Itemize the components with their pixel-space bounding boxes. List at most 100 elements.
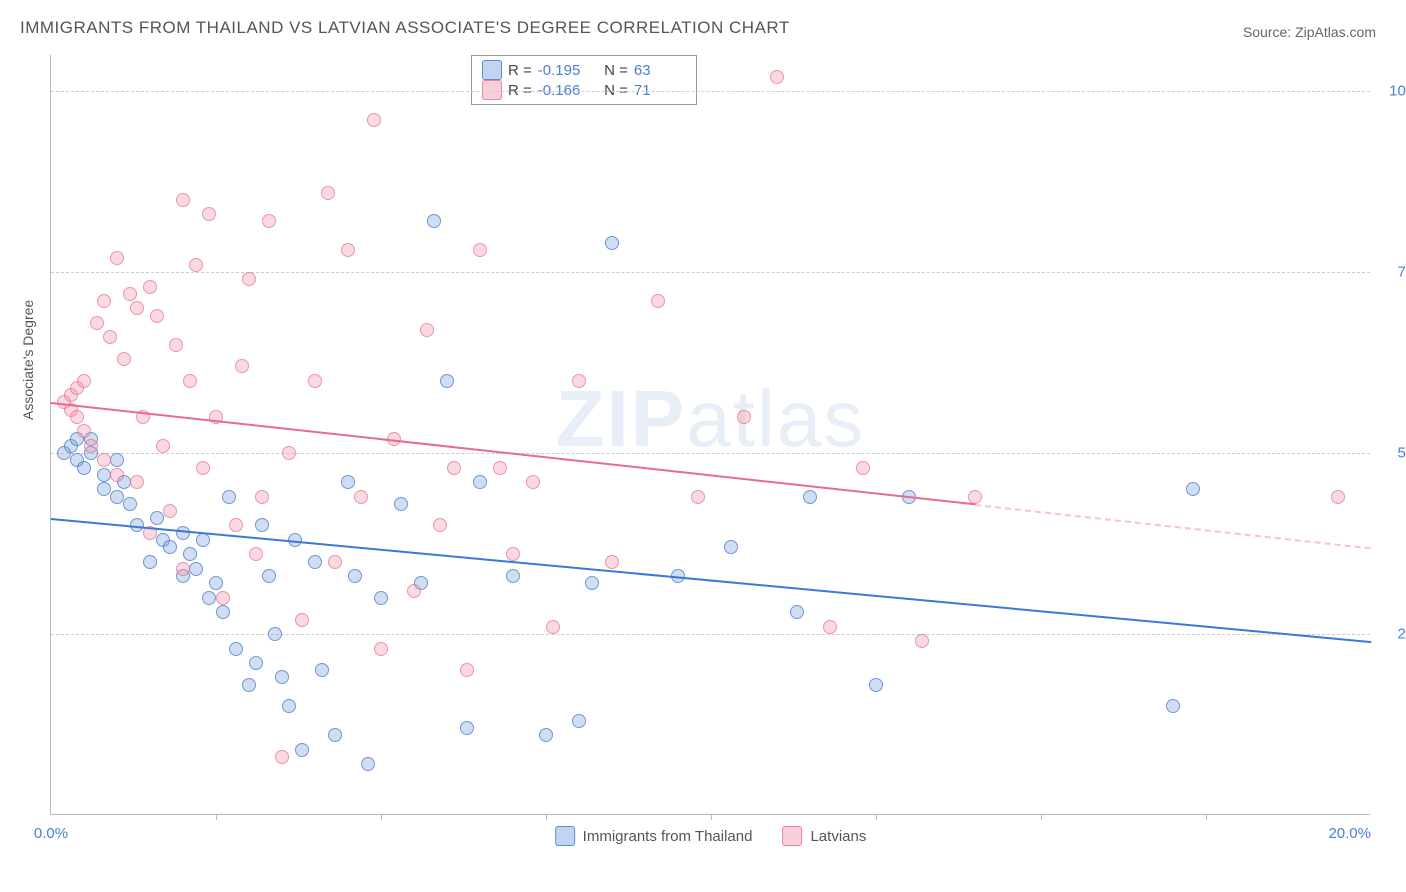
stat-r-label: R = [508, 82, 532, 99]
scatter-point [110, 453, 124, 467]
x-tick-mark [876, 814, 877, 820]
scatter-point [367, 113, 381, 127]
scatter-point [308, 374, 322, 388]
scatter-point [506, 569, 520, 583]
legend-swatch [482, 60, 502, 80]
scatter-point [103, 330, 117, 344]
scatter-point [546, 620, 560, 634]
scatter-point [229, 642, 243, 656]
scatter-point [803, 490, 817, 504]
scatter-point [361, 757, 375, 771]
scatter-point [823, 620, 837, 634]
scatter-point [420, 323, 434, 337]
scatter-point [242, 272, 256, 286]
scatter-point [97, 468, 111, 482]
scatter-point [341, 475, 355, 489]
stats-legend: R = -0.195 N = 63R = -0.166 N = 71 [471, 55, 697, 105]
scatter-point [202, 591, 216, 605]
scatter-point [374, 591, 388, 605]
source-attribution: Source: ZipAtlas.com [1243, 24, 1376, 40]
scatter-point [110, 468, 124, 482]
scatter-point [1331, 490, 1345, 504]
scatter-point [268, 627, 282, 641]
scatter-point [202, 207, 216, 221]
scatter-point [1166, 699, 1180, 713]
scatter-point [163, 540, 177, 554]
scatter-point [130, 301, 144, 315]
scatter-point [150, 511, 164, 525]
x-tick-mark [216, 814, 217, 820]
scatter-point [77, 374, 91, 388]
x-tick-mark [1206, 814, 1207, 820]
x-tick-label: 20.0% [1328, 825, 1371, 842]
stats-legend-row: R = -0.195 N = 63 [482, 60, 686, 80]
scatter-point [915, 634, 929, 648]
scatter-point [97, 453, 111, 467]
trend-line [975, 504, 1371, 549]
y-tick-label: 25.0% [1397, 626, 1406, 643]
scatter-point [328, 728, 342, 742]
scatter-point [242, 678, 256, 692]
scatter-point [255, 490, 269, 504]
scatter-point [110, 251, 124, 265]
scatter-point [447, 461, 461, 475]
scatter-point [97, 482, 111, 496]
chart-title: IMMIGRANTS FROM THAILAND VS LATVIAN ASSO… [20, 18, 790, 38]
scatter-point [189, 562, 203, 576]
scatter-point [407, 584, 421, 598]
stat-n-label: N = [596, 62, 628, 79]
scatter-point [275, 670, 289, 684]
stat-n-label: N = [596, 82, 628, 99]
scatter-point [183, 374, 197, 388]
scatter-point [143, 280, 157, 294]
scatter-point [605, 555, 619, 569]
scatter-point [176, 193, 190, 207]
scatter-point [282, 446, 296, 460]
scatter-point [249, 656, 263, 670]
scatter-point [77, 424, 91, 438]
scatter-point [572, 374, 586, 388]
x-tick-mark [1041, 814, 1042, 820]
x-tick-mark [546, 814, 547, 820]
scatter-point [130, 475, 144, 489]
scatter-point [691, 490, 705, 504]
scatter-point [262, 569, 276, 583]
scatter-point [216, 591, 230, 605]
scatter-point [539, 728, 553, 742]
scatter-point [433, 518, 447, 532]
scatter-point [90, 316, 104, 330]
scatter-point [222, 490, 236, 504]
scatter-point [156, 439, 170, 453]
scatter-point [506, 547, 520, 561]
legend-swatch [782, 826, 802, 846]
scatter-point [229, 518, 243, 532]
scatter-point [585, 576, 599, 590]
y-tick-label: 75.0% [1397, 264, 1406, 281]
scatter-point [394, 497, 408, 511]
scatter-point [275, 750, 289, 764]
stat-n-value: 71 [634, 82, 686, 99]
stats-legend-row: R = -0.166 N = 71 [482, 80, 686, 100]
legend-label: Latvians [810, 828, 866, 845]
stat-r-value: -0.195 [538, 62, 590, 79]
scatter-point [176, 562, 190, 576]
legend-label: Immigrants from Thailand [583, 828, 753, 845]
scatter-point [70, 410, 84, 424]
scatter-point [427, 214, 441, 228]
scatter-point [1186, 482, 1200, 496]
watermark: ZIPatlas [556, 373, 865, 465]
scatter-point [605, 236, 619, 250]
stat-n-value: 63 [634, 62, 686, 79]
scatter-point [282, 699, 296, 713]
scatter-point [460, 721, 474, 735]
scatter-point [790, 605, 804, 619]
scatter-point [123, 287, 137, 301]
plot-area: ZIPatlas R = -0.195 N = 63R = -0.166 N =… [50, 55, 1370, 815]
scatter-point [572, 714, 586, 728]
legend-swatch [482, 80, 502, 100]
scatter-point [460, 663, 474, 677]
x-tick-mark [711, 814, 712, 820]
legend-item: Latvians [782, 826, 866, 846]
scatter-point [493, 461, 507, 475]
scatter-point [295, 743, 309, 757]
